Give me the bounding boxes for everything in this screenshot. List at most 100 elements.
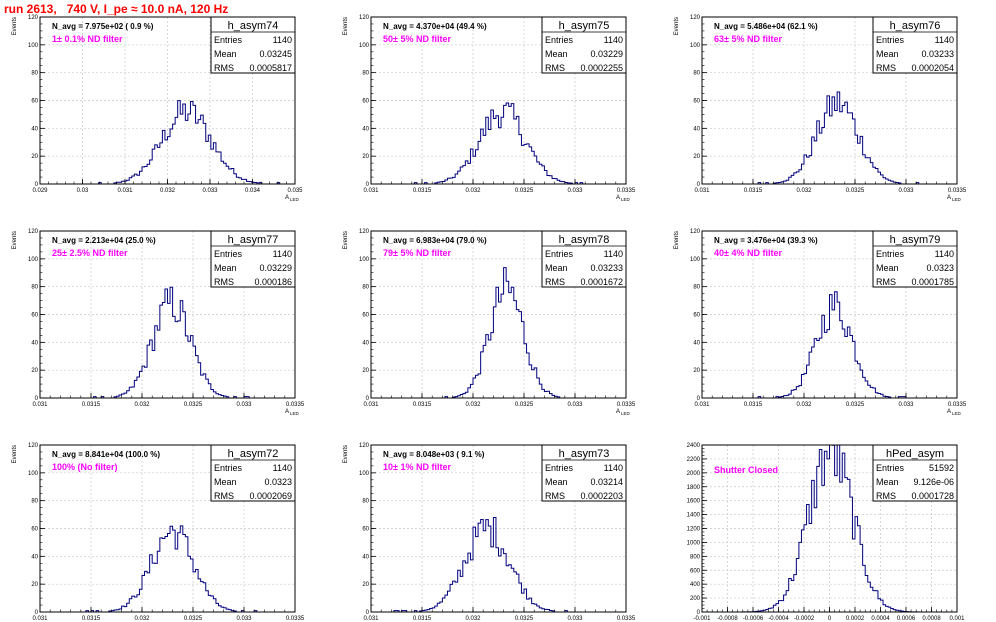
x-tick-label: 0.0325 bbox=[846, 402, 865, 408]
y-tick-label: 80 bbox=[31, 71, 38, 77]
histogram-panel: 0.031 0.0315 0.032 0.0325 0.033 0.0335 0 20 40 60… bbox=[674, 15, 967, 202]
histogram-panel: 0.031 0.0315 0.032 0.0325 0.033 0.0335 0 20 40 60… bbox=[343, 229, 636, 416]
filter-label: Shutter Closed bbox=[714, 465, 778, 475]
x-tick-label: 0.0002 bbox=[846, 616, 865, 622]
x-tick-label: 0.0315 bbox=[744, 402, 763, 408]
x-tick-label: -0.0004 bbox=[768, 616, 789, 622]
y-tick-label: 20 bbox=[362, 582, 369, 588]
y-tick-label: 100 bbox=[690, 43, 701, 49]
y-tick-label: 60 bbox=[693, 313, 700, 319]
y-tick-label: 60 bbox=[362, 527, 369, 533]
y-tick-label: 80 bbox=[362, 499, 369, 505]
histogram-panel: 0.031 0.0315 0.032 0.0325 0.033 0.0335 0 20 40 60… bbox=[12, 443, 305, 622]
y-tick-label: 20 bbox=[693, 154, 700, 160]
y-tick-label: 80 bbox=[362, 285, 369, 291]
stats-entries-value: 1140 bbox=[273, 249, 292, 259]
stats-rms-label: RMS bbox=[545, 277, 565, 287]
x-tick-label: 0.0315 bbox=[82, 616, 101, 622]
x-tick-label: 0.0335 bbox=[948, 188, 967, 194]
x-tick-label: 0.0325 bbox=[184, 402, 203, 408]
stats-mean-label: Mean bbox=[876, 49, 899, 59]
stats-mean-label: Mean bbox=[876, 477, 899, 487]
y-tick-label: 0 bbox=[35, 610, 39, 616]
y-tick-label: 800 bbox=[690, 554, 701, 560]
y-axis-title: Events bbox=[12, 231, 18, 249]
histogram-panel: 0.031 0.0315 0.032 0.0325 0.033 0.0335 0 20 40 60… bbox=[343, 15, 636, 202]
x-tick-label: 0.033 bbox=[567, 402, 583, 408]
stats-entries-label: Entries bbox=[214, 463, 243, 473]
x-tick-label: 0.0325 bbox=[184, 616, 203, 622]
y-tick-label: 1000 bbox=[687, 540, 701, 546]
x-tick-label: 0.031 bbox=[363, 616, 379, 622]
y-tick-label: 100 bbox=[359, 257, 370, 263]
x-tick-label: 0.0335 bbox=[286, 616, 305, 622]
x-axis-title: ALED bbox=[947, 409, 962, 416]
stats-mean-label: Mean bbox=[545, 477, 568, 487]
stats-box bbox=[210, 16, 296, 74]
y-tick-label: 1800 bbox=[687, 485, 701, 491]
filter-label: 1± 0.1% ND filter bbox=[52, 34, 123, 44]
stats-rms-value: 0.0001728 bbox=[911, 491, 954, 501]
x-tick-label: 0.0335 bbox=[286, 402, 305, 408]
x-tick-label: 0.0008 bbox=[922, 616, 941, 622]
stats-box bbox=[872, 16, 958, 74]
stats-entries-value: 51592 bbox=[929, 463, 954, 473]
y-tick-label: 1600 bbox=[687, 499, 701, 505]
y-tick-label: 40 bbox=[31, 126, 38, 132]
y-tick-label: 0 bbox=[35, 182, 39, 188]
y-tick-label: 120 bbox=[359, 15, 370, 21]
stats-entries-label: Entries bbox=[545, 463, 574, 473]
filter-label: 10± 1% ND filter bbox=[383, 462, 451, 472]
y-tick-label: 100 bbox=[28, 43, 39, 49]
stats-entries-label: Entries bbox=[876, 35, 905, 45]
stats-rms-label: RMS bbox=[876, 277, 896, 287]
x-tick-label: 0.032 bbox=[160, 188, 176, 194]
stats-rms-label: RMS bbox=[214, 63, 234, 73]
x-tick-label: 0.031 bbox=[363, 188, 379, 194]
stats-box bbox=[541, 16, 627, 74]
y-axis-title: Events bbox=[674, 231, 680, 249]
y-tick-label: 40 bbox=[362, 554, 369, 560]
y-tick-label: 100 bbox=[359, 43, 370, 49]
y-tick-label: 20 bbox=[362, 368, 369, 374]
x-tick-label: 0.0315 bbox=[413, 616, 432, 622]
x-tick-label: 0.0315 bbox=[82, 402, 101, 408]
y-tick-label: 0 bbox=[366, 182, 370, 188]
y-tick-label: 40 bbox=[31, 340, 38, 346]
stats-title: h_asym76 bbox=[890, 20, 941, 32]
navg-label: N_avg = 8.841e+04 (100.0 %) bbox=[52, 450, 160, 459]
y-tick-label: 20 bbox=[31, 368, 38, 374]
stats-rms-value: 0.0002255 bbox=[580, 63, 623, 73]
stats-rms-label: RMS bbox=[545, 63, 565, 73]
stats-rms-label: RMS bbox=[545, 491, 565, 501]
navg-label: N_avg = 2.213e+04 (25.0 %) bbox=[52, 236, 156, 245]
x-tick-label: 0.033 bbox=[236, 402, 252, 408]
y-tick-label: 100 bbox=[690, 257, 701, 263]
stats-entries-value: 1140 bbox=[935, 35, 954, 45]
histogram-panel: 0.031 0.0315 0.032 0.0325 0.033 0.0335 0 20 40 60… bbox=[12, 229, 305, 416]
x-tick-label: 0.0335 bbox=[617, 616, 636, 622]
y-tick-label: 40 bbox=[693, 126, 700, 132]
stats-entries-label: Entries bbox=[876, 249, 905, 259]
y-tick-label: 80 bbox=[31, 499, 38, 505]
stats-rms-value: 0.0002203 bbox=[580, 491, 623, 501]
filter-label: 25± 2.5% ND filter bbox=[52, 248, 128, 258]
stats-box bbox=[541, 230, 627, 288]
y-tick-label: 120 bbox=[28, 443, 39, 449]
x-tick-label: 0.031 bbox=[694, 188, 710, 194]
stats-rms-value: 0.0002069 bbox=[249, 491, 292, 501]
stats-rms-value: 0.000186 bbox=[254, 277, 292, 287]
x-tick-label: 0.03 bbox=[77, 188, 89, 194]
x-tick-label: -0.0008 bbox=[717, 616, 738, 622]
stats-entries-label: Entries bbox=[214, 249, 243, 259]
x-tick-label: 0.0006 bbox=[897, 616, 916, 622]
x-tick-label: 0.034 bbox=[245, 188, 261, 194]
stats-mean-value: 0.03245 bbox=[259, 49, 292, 59]
navg-label: N_avg = 7.975e+02 ( 0.9 %) bbox=[52, 22, 154, 31]
y-tick-label: 400 bbox=[690, 582, 701, 588]
y-tick-label: 200 bbox=[690, 596, 701, 602]
navg-label: N_avg = 8.048e+03 ( 9.1 %) bbox=[383, 450, 485, 459]
x-tick-label: 0.031 bbox=[694, 402, 710, 408]
stats-entries-value: 1140 bbox=[604, 463, 623, 473]
